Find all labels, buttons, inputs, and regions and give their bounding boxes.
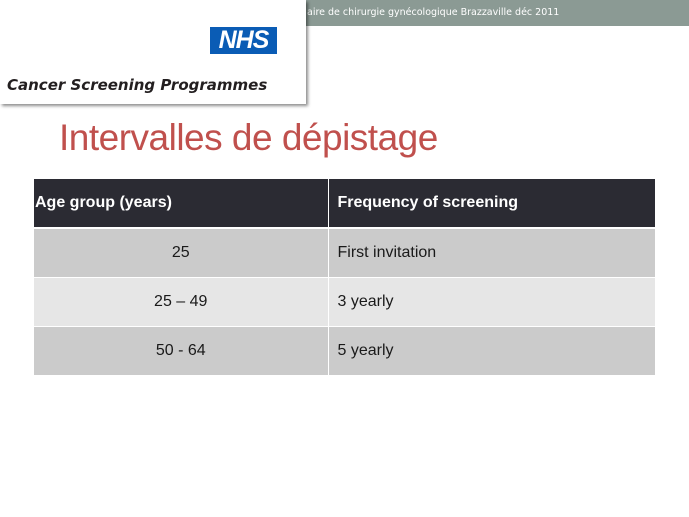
table-row: 25 – 49 3 yearly [34,277,656,327]
table-row: 50 - 64 5 yearly [34,326,656,376]
age-group-cell: 25 [34,228,329,278]
banner-text: aire de chirurgie gynécologique Brazzavi… [307,7,560,18]
column-header-age-group: Age group (years) [34,179,329,229]
slide-title: Intervalles de dépistage [59,117,438,158]
age-group-cell: 25 – 49 [34,277,329,327]
frequency-cell: First invitation [328,228,656,278]
table-header-row: Age group (years) Frequency of screening [34,179,656,229]
frequency-cell: 5 yearly [328,326,656,376]
nhs-logo-box: NHS Cancer Screening Programmes [0,0,306,104]
screening-intervals-table: Age group (years) Frequency of screening… [34,179,656,376]
frequency-cell: 3 yearly [328,277,656,327]
nhs-logo-badge: NHS [210,27,277,54]
age-group-cell: 50 - 64 [34,326,329,376]
column-header-frequency: Frequency of screening [328,179,656,229]
table-row: 25 First invitation [34,228,656,278]
programme-name: Cancer Screening Programmes [7,76,268,94]
